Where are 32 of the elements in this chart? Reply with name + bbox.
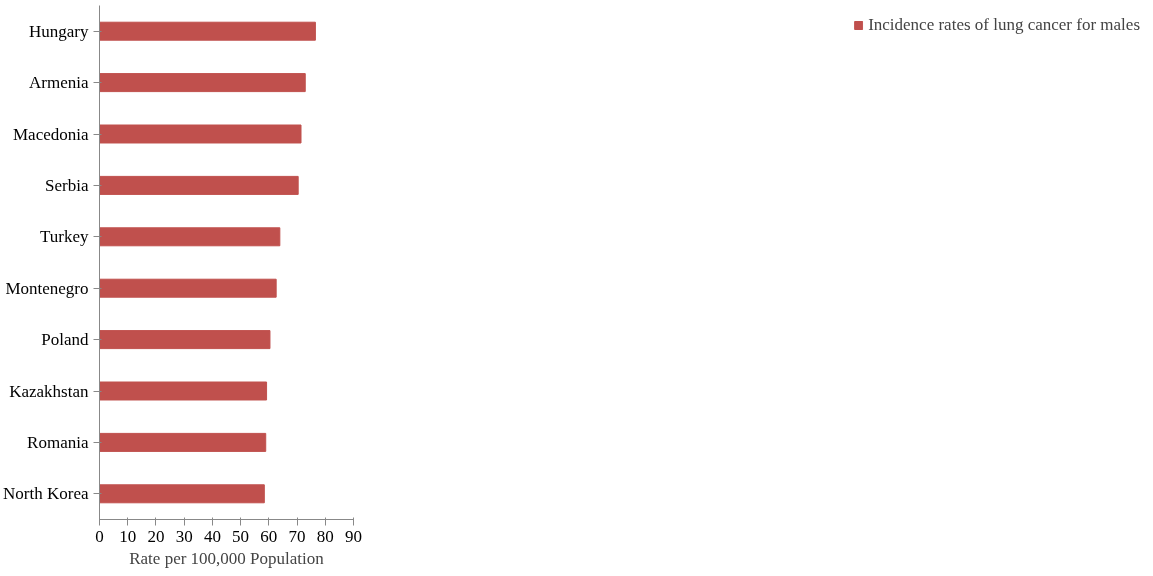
bar	[99, 175, 299, 195]
y-tick-label: Poland	[41, 330, 89, 350]
y-tick-label: Montenegro	[5, 278, 89, 298]
y-tick-label: Macedonia	[12, 124, 89, 144]
bar	[99, 124, 302, 144]
legend-label: Incidence rates of lung cancer for males	[868, 15, 1140, 35]
bar	[99, 73, 306, 93]
y-tick-label: Armenia	[29, 73, 89, 93]
y-tick-label: North Korea	[3, 484, 89, 504]
x-tick-label: 20	[147, 526, 165, 546]
bar	[99, 330, 271, 350]
y-tick-label: Romania	[27, 432, 89, 452]
x-tick-label: 50	[232, 526, 250, 546]
y-tick-label: Serbia	[45, 175, 89, 195]
x-tick-label: 70	[288, 526, 306, 546]
x-tick-label: 0	[95, 526, 104, 546]
bar	[99, 381, 268, 401]
x-tick-label: 40	[203, 526, 221, 546]
x-tick-label: 10	[119, 526, 137, 546]
bar	[99, 432, 267, 452]
x-axis-title: Rate per 100,000 Population	[129, 548, 325, 568]
x-tick-label: 30	[175, 526, 193, 546]
bar	[99, 484, 265, 504]
x-tick-label: 80	[316, 526, 334, 546]
bar	[99, 21, 316, 41]
x-tick-label: 60	[260, 526, 278, 546]
y-tick-label: Hungary	[29, 21, 89, 41]
bar	[99, 278, 277, 298]
x-tick-label: 90	[345, 526, 362, 546]
y-tick-label: Turkey	[40, 227, 89, 247]
bar	[99, 227, 281, 247]
y-tick-label: Kazakhstan	[9, 381, 89, 401]
